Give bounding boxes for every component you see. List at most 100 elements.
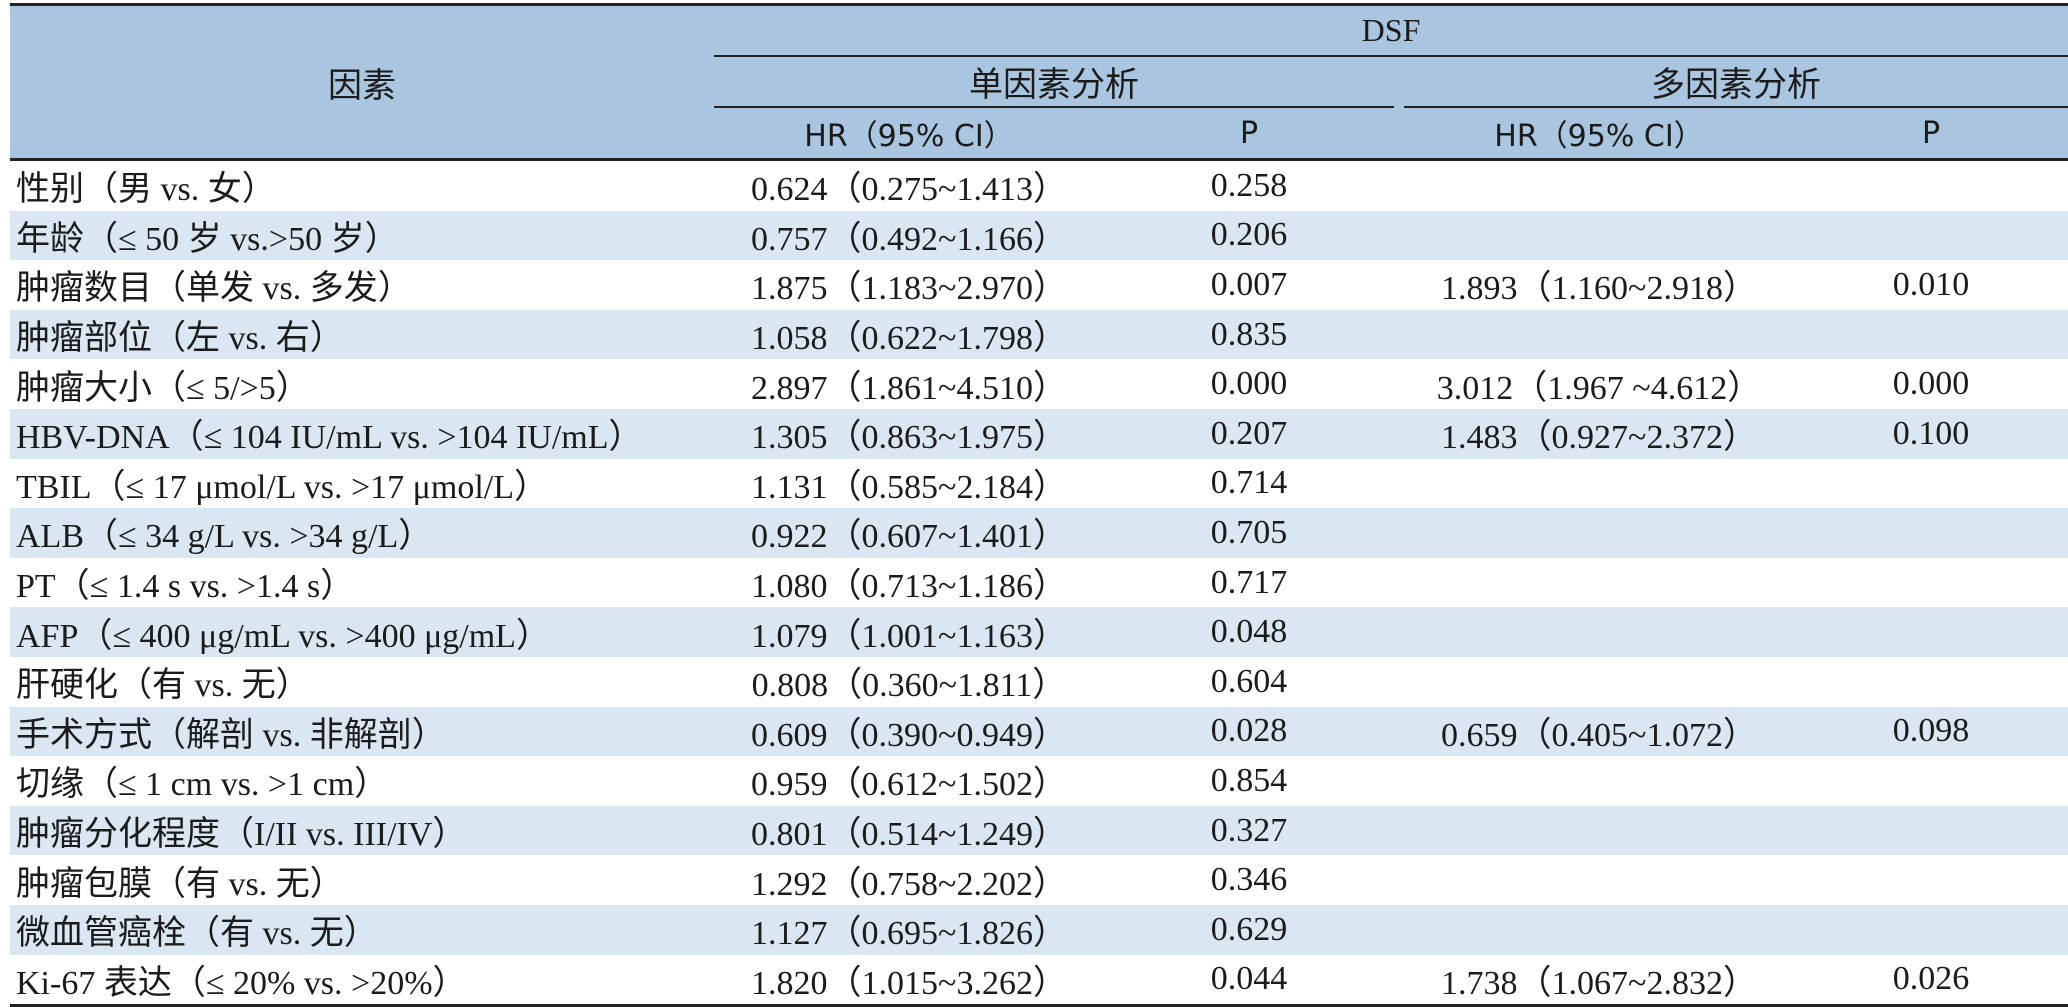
row-uni-p: 0.346 <box>1210 861 1288 899</box>
row-multi-hr <box>1404 160 1794 211</box>
row-multi-hr <box>1404 904 1794 955</box>
row-gap <box>1394 260 1404 310</box>
row-uni-p: 0.854 <box>1210 761 1288 799</box>
table-row: HBV-DNA（≤ 104 IU/mL vs. >104 IU/mL） 1.305… <box>10 408 2068 459</box>
row-factor: TBIL（≤ 17 μmol/L vs. >17 μmol/L） <box>16 468 549 506</box>
row-uni-p: 0.207 <box>1104 408 1394 459</box>
row-gap <box>1394 408 1404 459</box>
row-gap <box>1394 558 1404 608</box>
row-multi-p <box>1794 558 2068 608</box>
row-multi-hr <box>1404 805 1794 856</box>
table-row: PT（≤ 1.4 s vs. >1.4 s） 1.080（0.713~1.186）… <box>10 558 2068 608</box>
row-multi-hr: 1.738（1.067~2.832） <box>1404 954 1794 1007</box>
table-row: 肿瘤分化程度（I/II vs. III/IV） 0.801（0.514~1.249… <box>10 805 2068 856</box>
table-row: 手术方式（解剖 vs. 非解剖） 0.609（0.390~0.949） 0.028 0… <box>10 706 2068 757</box>
row-multi-hr <box>1404 459 1794 509</box>
row-factor: ALB（≤ 34 g/L vs. >34 g/L） <box>10 508 714 558</box>
row-multi-p <box>1794 459 2068 509</box>
row-uni-p: 0.044 <box>1104 954 1394 1007</box>
row-multi-hr: 1.893（1.160~2.918） <box>1441 270 1757 308</box>
row-multi-p: 0.100 <box>1794 408 2068 459</box>
row-uni-hr: 1.820（1.015~3.262） <box>714 954 1104 1007</box>
dsf-cox-table: 因素 DSF 单因素分析 多因素分析 HR（95% CI） P HR（95% C… <box>10 3 2068 1007</box>
row-factor: PT（≤ 1.4 s vs. >1.4 s） <box>16 568 355 606</box>
row-factor: 切缘（≤ 1 cm vs. >1 cm） <box>16 766 389 804</box>
row-uni-p: 0.604 <box>1210 662 1288 700</box>
row-uni-hr: 0.609（0.390~0.949） <box>714 706 1104 757</box>
row-gap <box>1394 805 1404 856</box>
row-uni-p: 0.206 <box>1104 210 1394 261</box>
row-factor: 性别（男 vs. 女） <box>16 171 276 209</box>
header-gap-2 <box>1394 107 1404 161</box>
row-multi-hr <box>1404 309 1794 360</box>
row-multi-p <box>1794 756 2068 806</box>
row-multi-p <box>1794 904 2068 955</box>
header-gap <box>1394 56 1404 107</box>
table-row: 肿瘤包膜（有 vs. 无） 1.292（0.758~2.202） 0.346 <box>10 855 2068 905</box>
table-row: 年龄（≤ 50 岁 vs.>50 岁） 0.757（0.492~1.166） 0.2… <box>10 210 2068 261</box>
row-uni-hr: 0.801（0.514~1.249） <box>714 805 1104 856</box>
table-row: 切缘（≤ 1 cm vs. >1 cm） 0.959（0.612~1.502） 0.… <box>10 756 2068 806</box>
row-gap <box>1394 508 1404 558</box>
row-factor: 手术方式（解剖 vs. 非解剖） <box>10 706 714 757</box>
row-uni-p: 0.629 <box>1104 904 1394 955</box>
table-row: 肿瘤数目（单发 vs. 多发） 1.875（1.183~2.970） 0.007 1.… <box>10 260 2068 310</box>
table-row: ALB（≤ 34 g/L vs. >34 g/L） 0.922（0.607~1.4… <box>10 508 2068 558</box>
row-multi-hr <box>1404 558 1794 608</box>
row-uni-hr: 1.058（0.622~1.798） <box>714 309 1104 360</box>
table-row: 微血管癌栓（有 vs. 无） 1.127（0.695~1.826） 0.629 <box>10 904 2068 955</box>
row-factor: 肿瘤分化程度（I/II vs. III/IV） <box>10 805 714 856</box>
row-uni-hr: 0.757（0.492~1.166） <box>714 210 1104 261</box>
row-gap <box>1394 459 1404 509</box>
row-uni-hr: 1.131（0.585~2.184） <box>751 468 1067 506</box>
row-gap <box>1394 210 1404 261</box>
row-gap <box>1394 855 1404 905</box>
table-row: Ki-67 表达（≤ 20% vs. >20%） 1.820（1.015~3.26… <box>10 954 2068 1007</box>
row-uni-hr: 0.959（0.612~1.502） <box>751 766 1067 804</box>
header-multi-p: P <box>1794 107 2068 161</box>
row-multi-hr <box>1404 210 1794 261</box>
table-row: AFP（≤ 400 μg/mL vs. >400 μg/mL） 1.079（1.0… <box>10 607 2068 657</box>
table-row: 性别（男 vs. 女） 0.624（0.275~1.413） 0.258 <box>10 160 2068 211</box>
header-univariate: 单因素分析 <box>714 56 1394 108</box>
row-uni-p: 0.000 <box>1210 365 1288 403</box>
row-multi-hr: 3.012（1.967 ~4.612） <box>1436 369 1762 407</box>
table-row: 肝硬化（有 vs. 无） 0.808（0.360~1.811） 0.604 <box>10 657 2068 707</box>
row-uni-hr: 1.127（0.695~1.826） <box>714 904 1104 955</box>
row-uni-p: 0.835 <box>1104 309 1394 360</box>
row-uni-hr: 1.292（0.758~2.202） <box>751 865 1067 903</box>
row-factor: HBV-DNA（≤ 104 IU/mL vs. >104 IU/mL） <box>10 408 714 459</box>
row-uni-p: 0.714 <box>1210 464 1288 502</box>
row-factor: 肝硬化（有 vs. 无） <box>16 667 310 705</box>
row-factor: 肿瘤包膜（有 vs. 无） <box>16 865 344 903</box>
row-gap <box>1394 160 1404 211</box>
header-multivariate: 多因素分析 <box>1404 56 2068 108</box>
row-uni-p: 0.048 <box>1104 607 1394 657</box>
row-factor: 肿瘤部位（左 vs. 右） <box>10 309 714 360</box>
row-uni-p: 0.717 <box>1210 563 1288 601</box>
row-factor: 年龄（≤ 50 岁 vs.>50 岁） <box>10 210 714 261</box>
header-dsf: DSF <box>714 3 2068 57</box>
row-uni-hr: 0.808（0.360~1.811） <box>751 667 1067 705</box>
row-multi-p <box>1794 508 2068 558</box>
row-multi-p <box>1794 210 2068 261</box>
row-uni-hr: 0.922（0.607~1.401） <box>714 508 1104 558</box>
row-gap <box>1394 359 1404 409</box>
row-multi-p: 0.000 <box>1892 365 1970 403</box>
row-factor: 肿瘤大小（≤ 5/>5） <box>16 369 310 407</box>
row-multi-hr: 0.659（0.405~1.072） <box>1404 706 1794 757</box>
row-gap <box>1394 607 1404 657</box>
row-uni-hr: 2.897（1.861~4.510） <box>751 369 1067 407</box>
row-uni-hr: 1.079（1.001~1.163） <box>714 607 1104 657</box>
table-row: TBIL（≤ 17 μmol/L vs. >17 μmol/L） 1.131（0.… <box>10 459 2068 509</box>
table-row: 肿瘤大小（≤ 5/>5） 2.897（1.861~4.510） 0.000 3.012… <box>10 359 2068 409</box>
row-gap <box>1394 954 1404 1007</box>
row-multi-p <box>1794 309 2068 360</box>
row-gap <box>1394 706 1404 757</box>
row-factor: 微血管癌栓（有 vs. 无） <box>10 904 714 955</box>
row-factor: AFP（≤ 400 μg/mL vs. >400 μg/mL） <box>10 607 714 657</box>
row-multi-hr <box>1404 756 1794 806</box>
header-uni-hr: HR（95% CI） <box>714 107 1104 161</box>
header-uni-p: P <box>1104 107 1394 161</box>
